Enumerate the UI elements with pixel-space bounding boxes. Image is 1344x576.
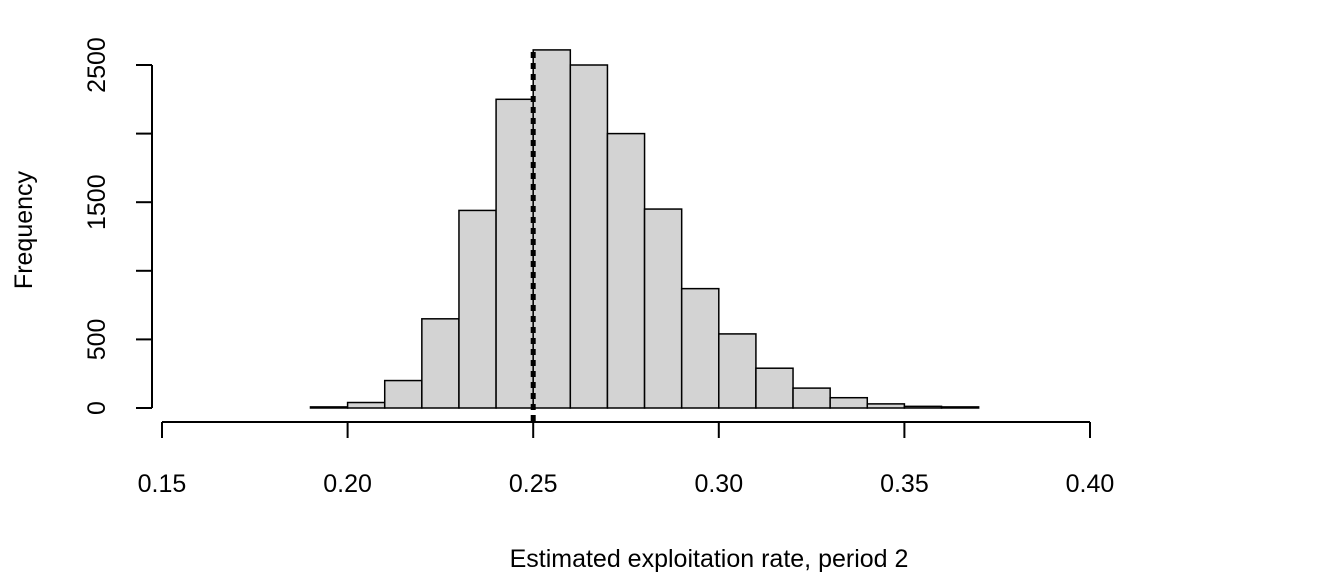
y-tick-label: 2500 [83,37,111,93]
x-tick-label: 0.15 [138,470,187,498]
y-axis-title: Frequency [10,170,38,289]
y-tick-label: 500 [83,319,111,361]
x-tick-label: 0.25 [509,470,558,498]
x-axis-title: Estimated exploitation rate, period 2 [510,545,909,573]
histogram-bar [792,387,831,409]
y-tick-label: 1500 [83,174,111,230]
y-axis: 0 500 1500 2500 [83,37,153,415]
histogram-bar [643,208,683,409]
histogram-bar [458,209,497,409]
histogram-bar [903,405,943,409]
histogram-bar [866,403,906,409]
histogram-bar [383,379,423,409]
x-axis: 0.15 0.20 0.25 0.30 0.35 0.40 [138,421,1115,498]
histogram-bar [495,98,534,409]
histogram-bar [718,333,757,409]
histogram-bar [569,64,609,409]
histogram-bar [532,49,572,409]
x-tick-label: 0.35 [880,470,929,498]
histogram-bar [755,367,794,409]
x-tick-label: 0.40 [1066,470,1115,498]
histogram-bar [346,401,386,409]
histogram-bar [421,318,460,409]
histogram-bar [940,406,980,409]
histogram-bar [309,406,349,409]
histogram-bar [680,287,720,409]
histogram-bars [309,49,980,409]
x-tick-label: 0.20 [323,470,372,498]
histogram-bar [606,132,646,409]
y-tick-label: 0 [83,401,111,415]
histogram-bar [829,396,869,409]
x-tick-label: 0.30 [694,470,743,498]
